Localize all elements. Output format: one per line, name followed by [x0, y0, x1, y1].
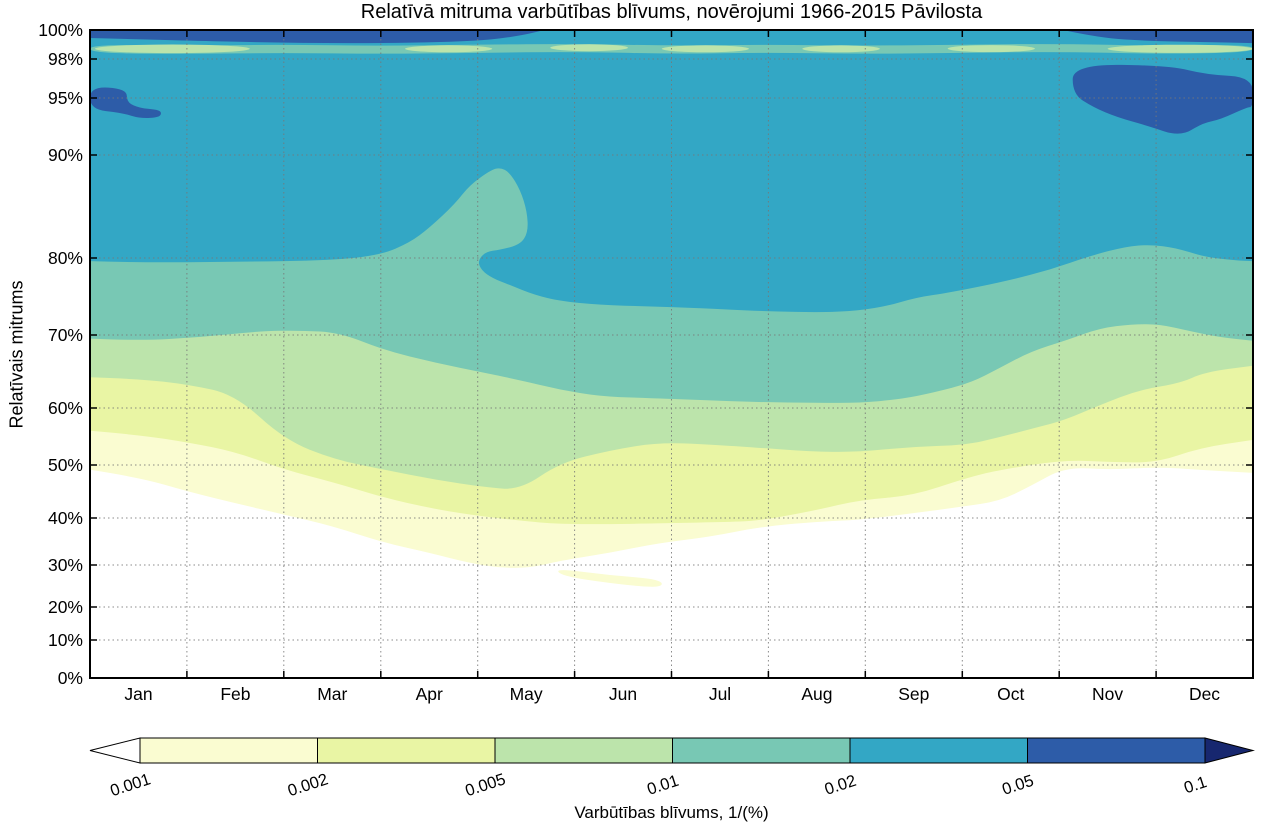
- y-tick-label: 80%: [48, 248, 83, 268]
- colorbar-tick-label: 0.002: [286, 770, 331, 800]
- plot-frame: [89, 29, 1254, 679]
- density-dip-lens: [661, 45, 750, 53]
- high-density-blob-nov-dec: [1072, 64, 1253, 134]
- y-tick-label: 60%: [48, 398, 83, 418]
- y-tick-label: 100%: [38, 20, 83, 40]
- colorbar-segment: [139, 737, 318, 764]
- x-tick-label: Jan: [124, 684, 152, 704]
- high-density-blob-jan: [90, 87, 161, 119]
- y-tick-label: 10%: [48, 630, 83, 650]
- x-tick-label: Apr: [416, 684, 443, 704]
- y-tick-label: 70%: [48, 325, 83, 345]
- density-dip-lens: [802, 45, 880, 53]
- colorbar-left-arrow: [89, 737, 141, 764]
- chart-title: Relatīvā mitruma varbūtības blīvums, nov…: [360, 1, 983, 23]
- x-tick-label: Feb: [220, 684, 250, 704]
- colorbar-segment: [1027, 737, 1206, 764]
- x-tick-label: Oct: [997, 684, 1024, 704]
- y-tick-label: 40%: [48, 508, 83, 528]
- gridlines: [90, 30, 1253, 678]
- y-tick-label: 30%: [48, 555, 83, 575]
- x-tick-label: Jun: [609, 684, 637, 704]
- y-tick-labels: 100% 98% 95% 90% 80% 70% 60% 50% 40% 30% 20% 10% 0%: [38, 20, 83, 688]
- density-dip-lens: [550, 44, 628, 52]
- x-tick-label: Sep: [898, 684, 929, 704]
- colorbar-segment: [849, 737, 1028, 764]
- y-tick-label: 95%: [48, 88, 83, 108]
- x-tick-label: Mar: [317, 684, 347, 704]
- x-tick-label: Nov: [1092, 684, 1123, 704]
- x-tick-labels: Jan Feb Mar Apr May Jun Jul Aug Sep Oct Nov Dec: [124, 684, 1220, 704]
- colorbar-tick-label: 0.005: [463, 770, 508, 800]
- x-tick-label: Aug: [801, 684, 832, 704]
- y-tick-label: 20%: [48, 597, 83, 617]
- low-density-island: [558, 570, 662, 587]
- x-tick-label: May: [510, 684, 543, 704]
- colorbar-right-arrow: [1204, 737, 1255, 764]
- high-density-top-band-right: [1063, 30, 1253, 44]
- colorbar-tick-label: 0.1: [1182, 773, 1209, 797]
- density-dip-lens: [94, 44, 250, 54]
- y-axis-label: Relatīvais mitrums: [6, 280, 27, 429]
- density-dip-lens: [1107, 44, 1254, 53]
- colorbar-label: Varbūtības blīvums, 1/(%): [574, 803, 769, 822]
- colorbar-tick-label: 0.001: [108, 770, 153, 800]
- colorbar-segment: [317, 737, 496, 764]
- y-tick-label: 90%: [48, 145, 83, 165]
- y-tick-label: 98%: [48, 49, 83, 69]
- density-dip-lens: [947, 45, 1035, 53]
- colorbar-segment: [494, 737, 673, 764]
- high-density-top-band-left: [90, 30, 545, 44]
- colorbar-tick-label: 0.05: [1000, 772, 1036, 799]
- colorbar: 0.001 0.002 0.005 0.01 0.02 0.05 0.1: [89, 737, 1255, 800]
- x-tick-label: Jul: [709, 684, 731, 704]
- colorbar-segment: [672, 737, 851, 764]
- colorbar-tick-label: 0.02: [822, 772, 858, 799]
- y-tick-label: 0%: [58, 668, 83, 688]
- y-tick-label: 50%: [48, 455, 83, 475]
- density-dip-lens: [405, 45, 493, 53]
- x-tick-label: Dec: [1189, 684, 1220, 704]
- colorbar-tick-label: 0.01: [645, 772, 681, 799]
